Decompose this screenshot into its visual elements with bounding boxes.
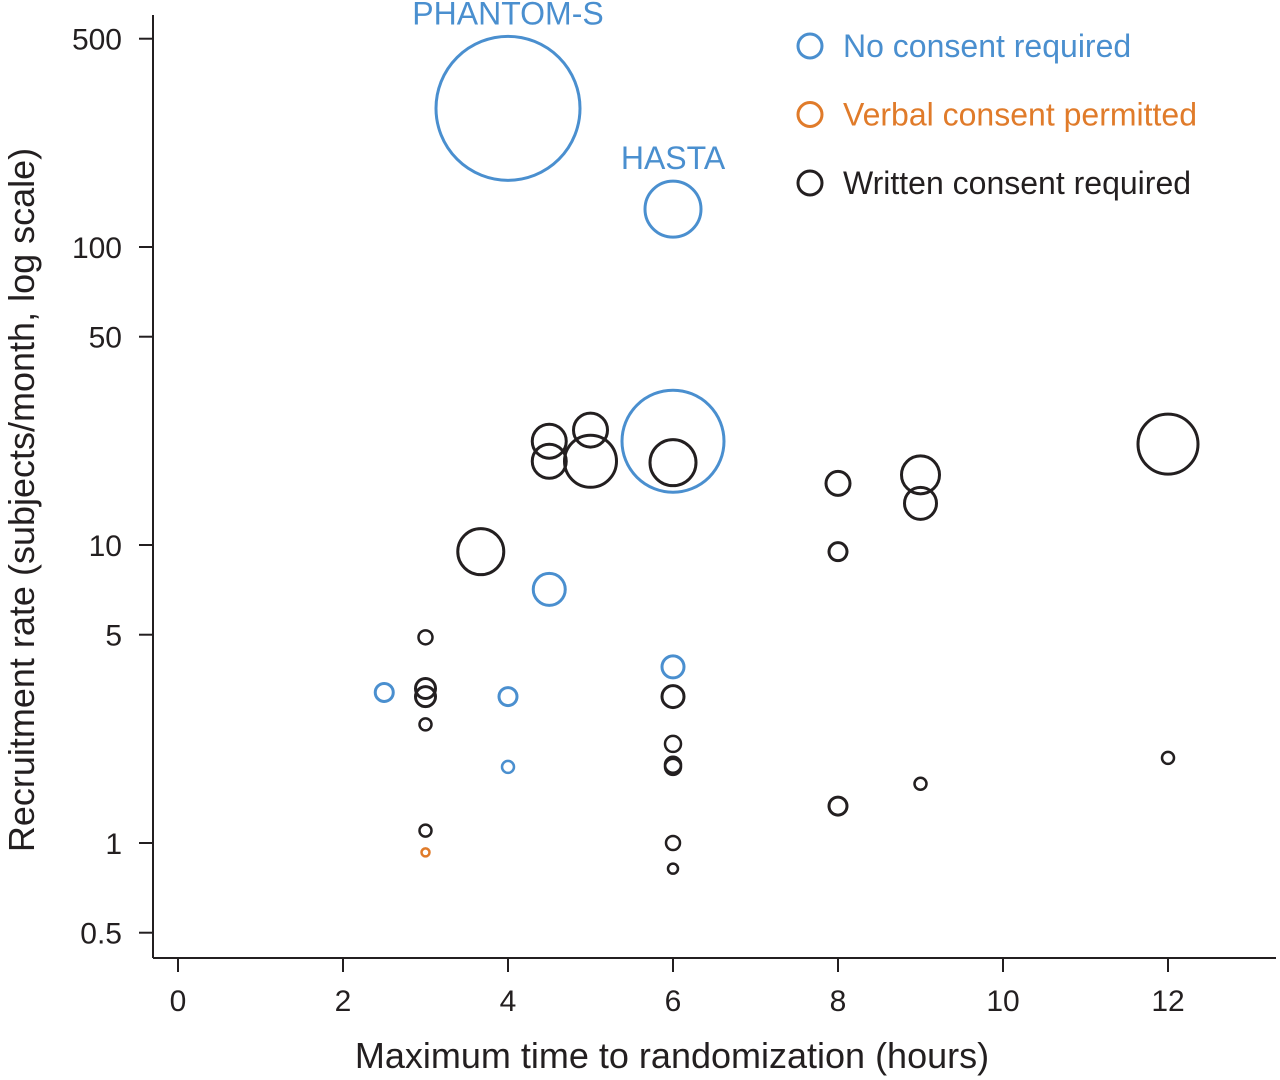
y-tick-label: 100 (72, 232, 122, 265)
x-tick-label: 12 (1151, 985, 1184, 1018)
legend-marker (796, 101, 824, 128)
data-point (456, 527, 506, 577)
legend-label: No consent required (843, 28, 1131, 64)
data-point (827, 795, 849, 817)
x-tick-label: 8 (830, 985, 847, 1018)
data-point (648, 438, 698, 488)
data-point (1136, 412, 1200, 476)
data-point (418, 823, 433, 838)
y-tick-label: 5 (105, 620, 122, 653)
y-tick-label: 0.5 (80, 918, 122, 951)
legend-label: Written consent required (843, 165, 1191, 201)
data-point (420, 847, 431, 858)
data-point (1160, 750, 1176, 766)
x-ticks: 0 2 4 6 8 10 12 (170, 958, 1185, 1018)
axes (152, 15, 1276, 959)
y-axis-title: Recruitment rate (subjects/month, log sc… (1, 148, 42, 852)
y-tick-label: 10 (89, 530, 122, 563)
data-point (500, 759, 516, 775)
data-point (827, 541, 849, 563)
legend: No consent required Verbal consent permit… (796, 28, 1197, 201)
point-labels: PHANTOM-S HASTA (412, 0, 726, 176)
point-label: PHANTOM-S (412, 0, 603, 31)
y-tick-label: 50 (89, 322, 122, 355)
x-tick-label: 2 (335, 985, 352, 1018)
data-point (664, 834, 682, 852)
data-point (497, 686, 519, 708)
point-label: HASTA (621, 140, 726, 176)
x-tick-label: 6 (665, 985, 682, 1018)
data-point (666, 862, 680, 875)
data-point (620, 388, 726, 494)
data-point (903, 485, 938, 521)
data-point (414, 685, 437, 709)
legend-marker (796, 169, 824, 197)
x-tick-label: 10 (986, 985, 1019, 1018)
x-tick-label: 4 (500, 985, 517, 1018)
legend-marker (796, 32, 824, 60)
data-points (373, 34, 1200, 875)
data-point (660, 684, 686, 710)
x-axis-title: Maximum time to randomization (hours) (355, 1035, 989, 1076)
data-point (563, 433, 618, 489)
data-point (373, 681, 395, 703)
y-tick-label: 500 (72, 24, 122, 57)
y-tick-label: 1 (105, 828, 122, 861)
data-point (663, 734, 683, 754)
data-point (434, 34, 582, 182)
data-point (913, 776, 928, 792)
data-point (660, 654, 686, 680)
data-point (531, 571, 567, 607)
x-tick-label: 0 (170, 985, 187, 1018)
legend-label: Verbal consent permitted (843, 97, 1197, 133)
data-point (824, 469, 852, 497)
y-ticks: 0.5 1 5 10 50 100 500 (72, 24, 153, 951)
data-point (900, 454, 941, 496)
data-point (530, 422, 568, 460)
data-point (572, 411, 609, 449)
data-point (418, 717, 433, 732)
data-point (414, 676, 437, 700)
data-point (643, 179, 703, 239)
data-point (417, 629, 434, 646)
data-point (530, 442, 568, 480)
data-point (663, 757, 683, 777)
